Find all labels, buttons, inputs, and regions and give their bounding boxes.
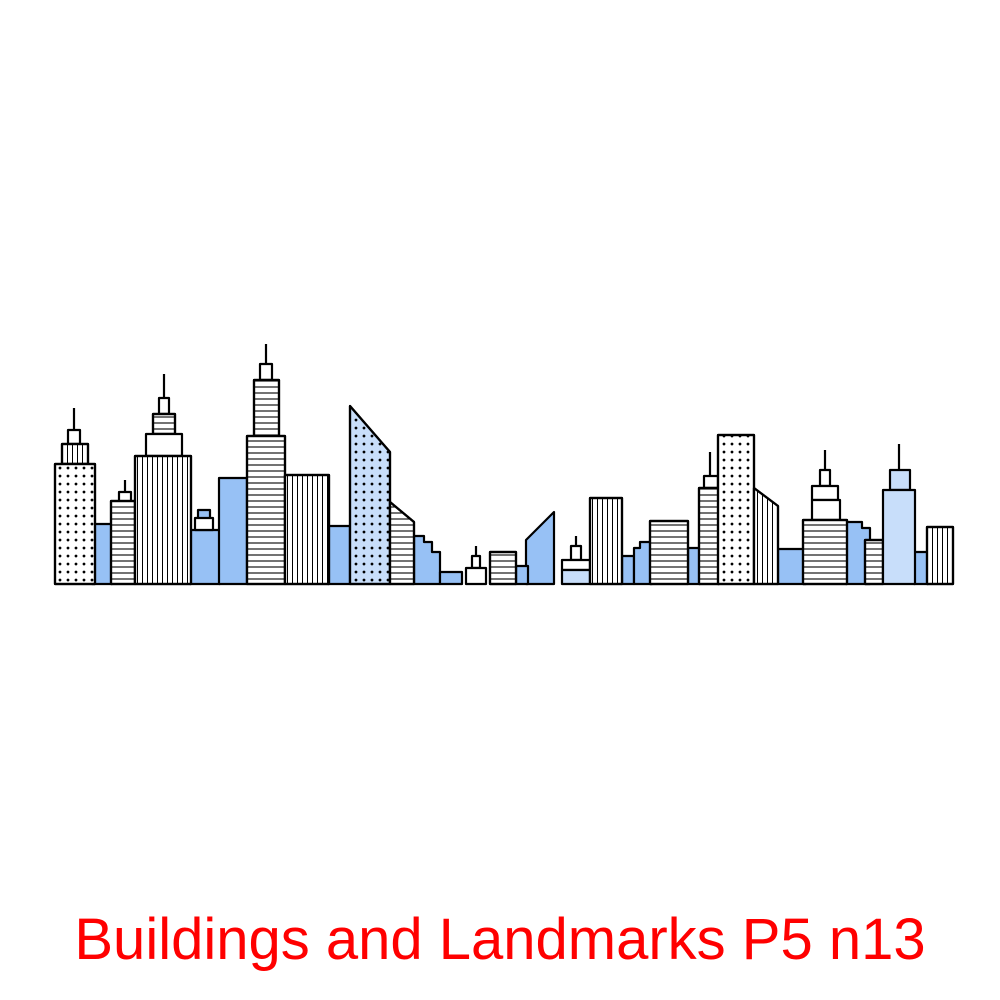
tower-slanted-blue [348,404,392,586]
tower-right-slanted [752,486,780,586]
block-far-right-striped [925,525,955,586]
block-right-vertical-striped [588,496,624,586]
center-blue-spire [560,536,592,586]
block-right-horizontal-striped [648,519,690,586]
tower-right-spire-striped [697,452,721,586]
foreground-buildings [53,344,955,586]
tower-left-dotted [53,408,97,586]
center-small-spire [464,546,488,586]
image-caption: Buildings and Landmarks P5 n13 [74,907,926,972]
tower-right-dotted [716,433,756,586]
center-striped-block [488,550,518,586]
tower-slanted-striped [388,500,416,586]
small-blue-building [193,508,215,532]
tower-right-spire [801,450,849,586]
block-right-small-striped [863,538,885,586]
tower-tallest [245,344,287,586]
tower-right-blue [881,444,917,586]
tower-spire-left [133,374,193,586]
background-buildings [90,476,930,586]
tower-small-striped [109,480,137,586]
block-vertical-striped [283,473,331,586]
